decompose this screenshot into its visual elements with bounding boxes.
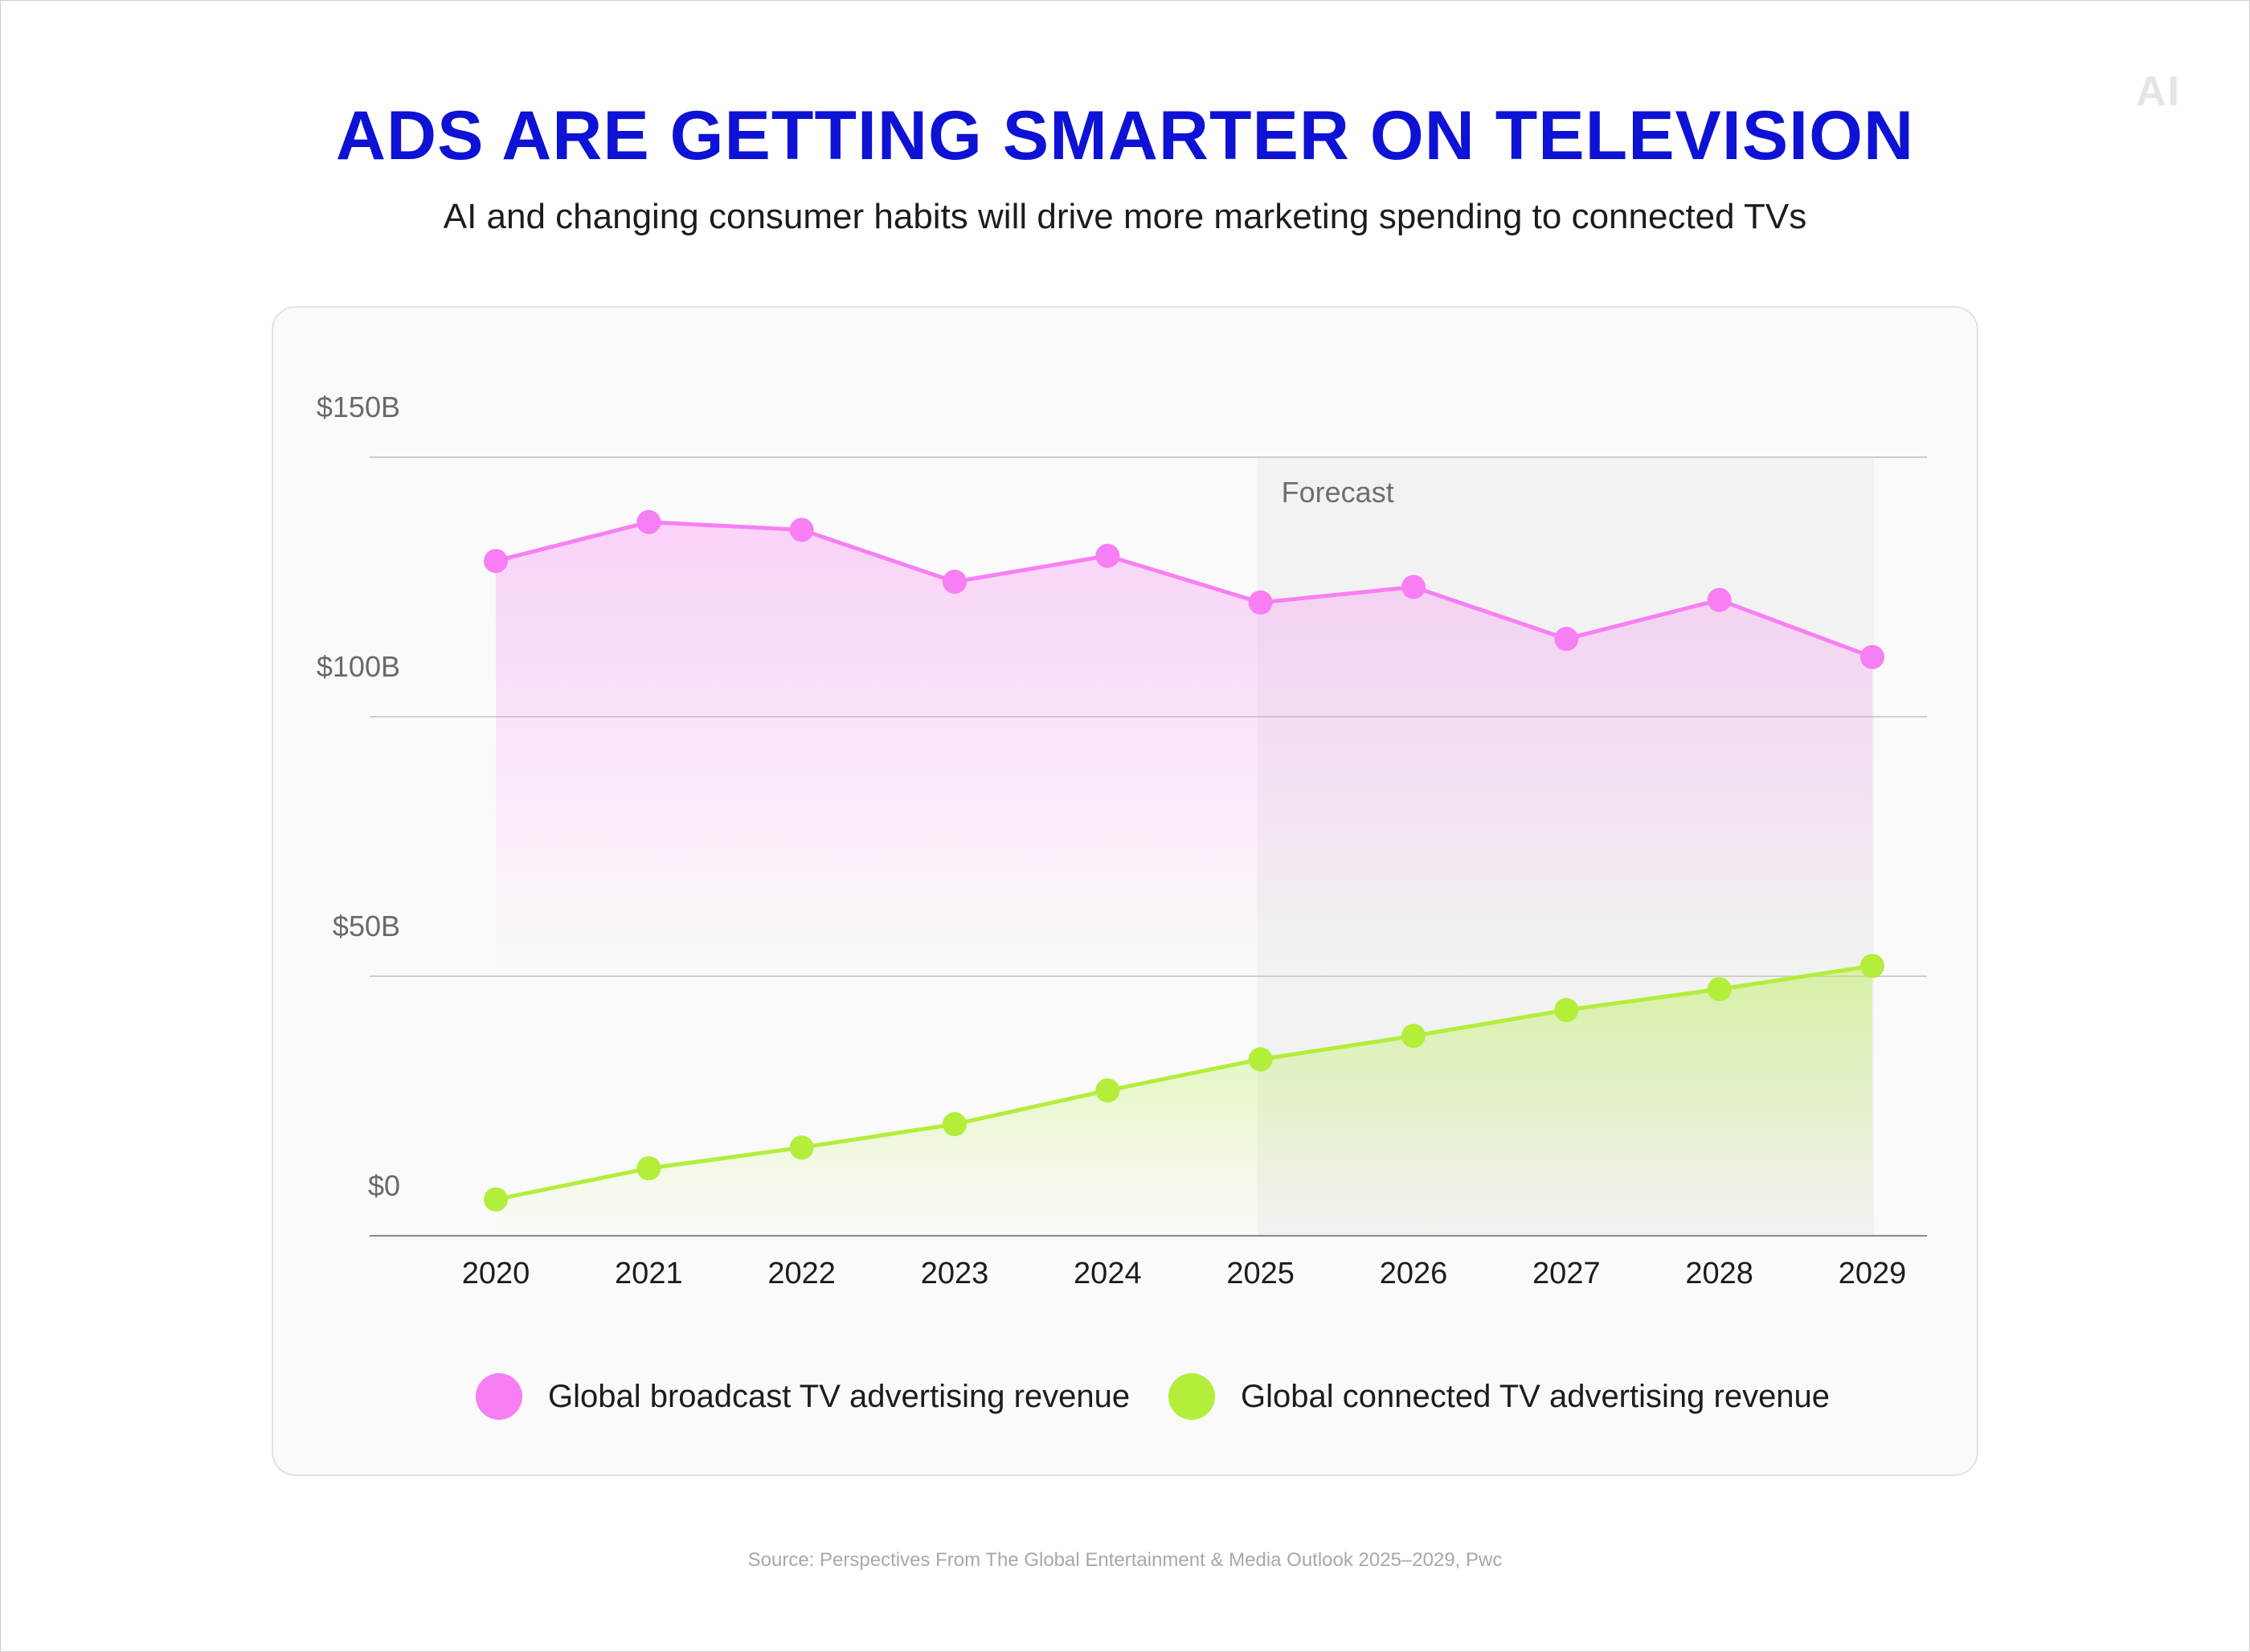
data-point-1-2023 [943,1112,967,1137]
x-tick-label-2028: 2028 [1685,1257,1753,1290]
x-tick-label-2023: 2023 [921,1257,989,1290]
data-point-1-2020 [484,1187,508,1212]
series-line-0 [495,520,1873,660]
x-tick-label-2022: 2022 [767,1257,836,1290]
legend-label-broadcast: Global broadcast TV advertising revenue [548,1378,1131,1414]
data-point-0-2022 [789,517,814,542]
x-tick-label-2025: 2025 [1226,1257,1295,1290]
data-point-1-2029 [1860,954,1884,979]
x-tick-label-2027: 2027 [1532,1257,1601,1290]
series-area-1 [496,966,1872,1236]
data-point-0-2027 [1554,627,1579,652]
data-point-1-2022 [789,1135,814,1160]
data-point-0-2028 [1707,587,1732,612]
legend-item-connected: Global connected TV advertising revenue [1168,1372,1830,1421]
data-point-0-2026 [1401,575,1426,599]
data-point-1-2026 [1401,1024,1426,1049]
x-tick-label-2026: 2026 [1380,1257,1448,1290]
data-point-0-2024 [1095,543,1120,568]
y-tick-label-3: $150B [317,391,400,423]
data-point-0-2020 [484,549,508,574]
brand-logo: AI [2136,68,2181,115]
y-tick-label-1: $50B [333,910,400,943]
series-line-1 [495,963,1873,1202]
data-point-1-2021 [636,1156,661,1181]
data-point-1-2027 [1554,997,1579,1022]
series-area-0 [496,521,1872,976]
forecast-label: Forecast [1282,476,1394,509]
x-tick-label-2024: 2024 [1074,1257,1142,1290]
data-point-0-2023 [943,570,967,595]
chart-subtitle: AI and changing consumer habits will dri… [443,197,1807,236]
data-point-0-2025 [1248,590,1273,615]
y-tick-label-0: $0 [368,1169,400,1202]
data-point-1-2028 [1707,977,1732,1002]
legend-label-connected: Global connected TV advertising revenue [1241,1378,1831,1414]
x-tick-label-2029: 2029 [1839,1257,1907,1290]
x-tick-label-2021: 2021 [615,1257,683,1290]
source-note: Source: Perspectives From The Global Ent… [747,1549,1503,1571]
data-point-0-2021 [636,509,661,534]
data-point-1-2024 [1095,1078,1120,1103]
legend-swatch-broadcast [476,1373,522,1420]
legend-swatch-connected [1168,1373,1215,1420]
legend-item-broadcast: Global broadcast TV advertising revenue [476,1372,1130,1421]
x-tick-label-2020: 2020 [462,1257,530,1290]
chart-title: ADS ARE GETTING SMARTER ON TELEVISION [335,97,1915,174]
y-tick-label-2: $100B [317,650,400,683]
data-point-1-2025 [1248,1047,1273,1072]
data-point-0-2029 [1860,644,1884,669]
